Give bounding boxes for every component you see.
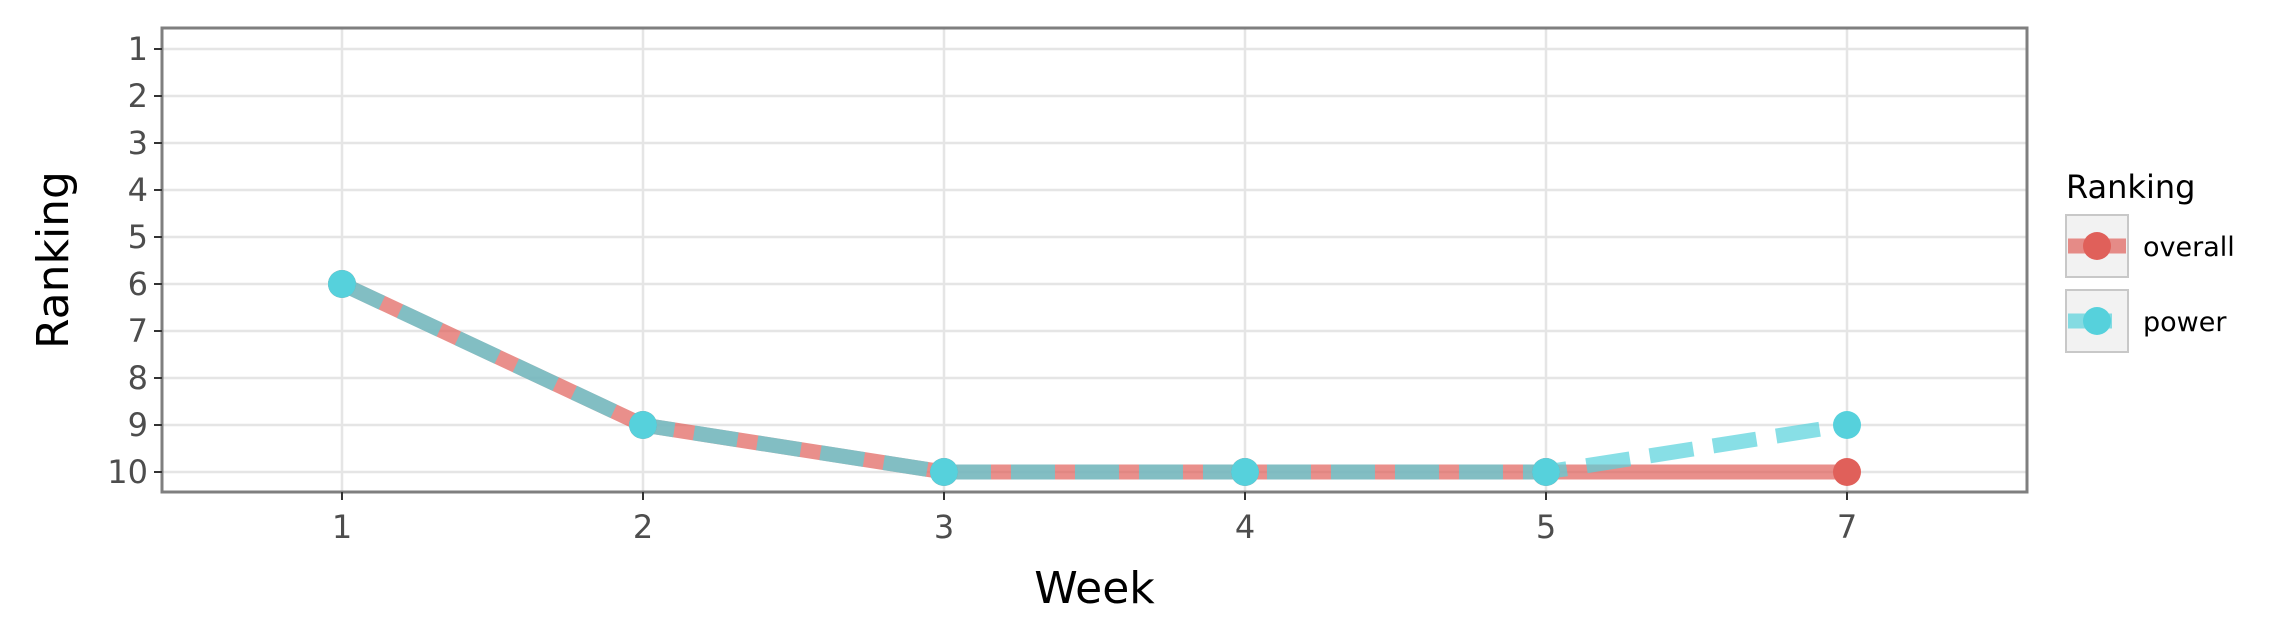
x-tick-label: 1: [332, 508, 352, 546]
y-tick-label: 7: [128, 312, 148, 350]
legend-marker-overall: [2083, 232, 2111, 260]
data-point-power: [1231, 458, 1259, 486]
data-point-power: [1833, 411, 1861, 439]
y-tick-label: 9: [128, 406, 148, 444]
y-axis-title: Ranking: [28, 171, 79, 349]
legend-marker-power: [2083, 307, 2111, 335]
legend-label-overall: overall: [2143, 232, 2235, 263]
y-tick-label: 2: [128, 77, 148, 115]
x-tick-label: 3: [934, 508, 954, 546]
grid-lines: [162, 28, 2027, 492]
x-tick-label: 7: [1837, 508, 1857, 546]
plot-panel-border: [160, 26, 2029, 494]
y-tick-label: 1: [128, 30, 148, 68]
x-tick-label: 4: [1235, 508, 1255, 546]
y-tick-label: 8: [128, 359, 148, 397]
data-point-power: [328, 270, 356, 298]
axis-ticks: 1 2 3 4 5 7 1 2 3 4 5 6 7 8 9 10: [107, 30, 1857, 546]
series-lines: [338, 277, 1849, 480]
data-point-overall: [1833, 458, 1861, 486]
x-axis-title: Week: [1034, 563, 1155, 614]
series-line-power: [338, 277, 1849, 480]
data-point-power: [930, 458, 958, 486]
data-point-power: [629, 411, 657, 439]
data-point-power: [1532, 458, 1560, 486]
x-tick-label: 5: [1536, 508, 1556, 546]
y-tick-label: 3: [128, 124, 148, 162]
legend: Ranking overall power: [2065, 168, 2235, 353]
y-tick-label: 10: [107, 453, 148, 491]
legend-label-power: power: [2143, 307, 2227, 338]
legend-title: Ranking: [2066, 168, 2195, 206]
y-tick-label: 4: [128, 171, 148, 209]
x-tick-label: 2: [633, 508, 653, 546]
y-tick-label: 6: [128, 265, 148, 303]
data-points: [328, 270, 1861, 486]
y-tick-label: 5: [128, 218, 148, 256]
